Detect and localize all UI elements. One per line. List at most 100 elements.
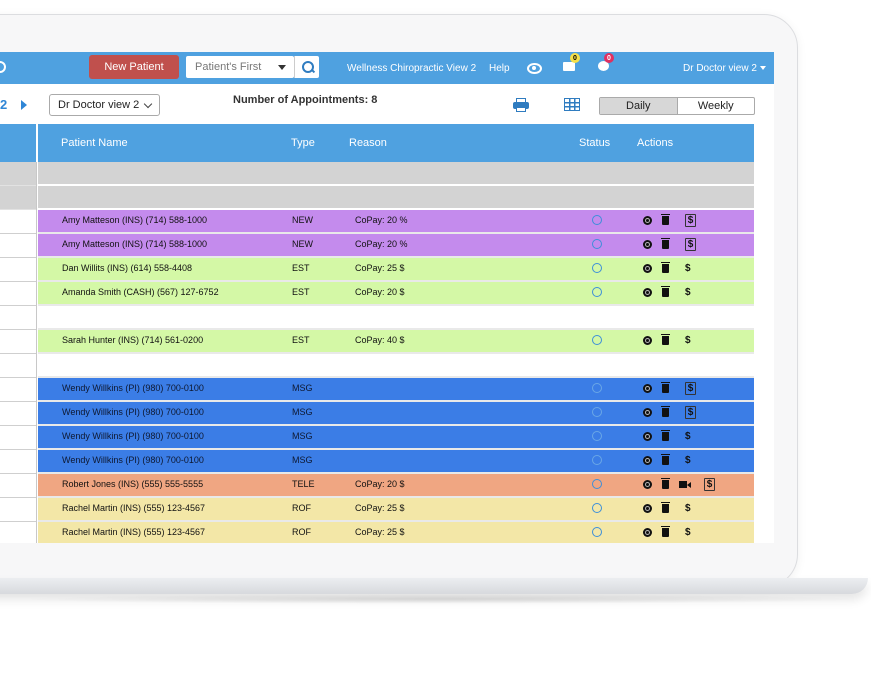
trash-icon[interactable]: [661, 381, 670, 393]
dollar-icon-cell: $: [685, 210, 696, 230]
table-row[interactable]: Rachel Martin (INS) (555) 123-4567 ROF CoP…: [38, 498, 754, 522]
patient-name[interactable]: Robert Jones (INS) (555) 555-5555: [62, 479, 204, 489]
dollar-icon[interactable]: $: [685, 334, 691, 346]
table-row: [38, 306, 754, 330]
caret-down-icon[interactable]: [278, 65, 286, 70]
header-reason[interactable]: Reason: [349, 137, 387, 149]
time-slot-divider: [0, 497, 36, 498]
dollar-icon[interactable]: $: [685, 454, 691, 466]
gear-icon[interactable]: [643, 503, 652, 513]
chat-icon[interactable]: [598, 61, 609, 71]
video-icon[interactable]: [679, 480, 691, 488]
status-circle-icon[interactable]: [592, 383, 602, 393]
patient-name[interactable]: Wendy Willkins (PI) (980) 700-0100: [62, 407, 204, 417]
table-row[interactable]: Dan Willits (INS) (614) 558-4408 EST CoPay…: [38, 258, 754, 282]
patient-name[interactable]: Wendy Willkins (PI) (980) 700-0100: [62, 455, 204, 465]
gear-icon[interactable]: [643, 239, 652, 249]
table-row[interactable]: Rachel Martin (INS) (555) 123-4567 ROF CoP…: [38, 522, 754, 543]
trash-icon[interactable]: [661, 333, 670, 345]
trash-icon[interactable]: [661, 405, 670, 417]
patient-name[interactable]: Amanda Smith (CASH) (567) 127-6752: [62, 287, 219, 297]
trash-icon[interactable]: [661, 501, 670, 513]
status-circle-icon[interactable]: [592, 503, 602, 513]
appointment-reason: CoPay: 20 $: [355, 479, 405, 489]
new-patient-button[interactable]: New Patient: [89, 55, 179, 79]
status-circle-icon[interactable]: [592, 407, 602, 417]
mail-icon[interactable]: [563, 62, 575, 71]
clinic-link[interactable]: Wellness Chiropractic View 2: [347, 62, 477, 74]
table-view-icon[interactable]: [564, 98, 580, 111]
dollar-icon[interactable]: $: [685, 262, 691, 274]
header-patient-name[interactable]: Patient Name: [61, 137, 128, 149]
table-row[interactable]: Wendy Willkins (PI) (980) 700-0100 MSG $: [38, 402, 754, 426]
patient-name[interactable]: Wendy Willkins (PI) (980) 700-0100: [62, 431, 204, 441]
trash-icon[interactable]: [661, 477, 670, 489]
status-circle-icon[interactable]: [592, 287, 602, 297]
dollar-icon[interactable]: $: [685, 405, 696, 419]
status-circle-icon[interactable]: [592, 455, 602, 465]
table-row[interactable]: Wendy Willkins (PI) (980) 700-0100 MSG $: [38, 378, 754, 402]
trash-icon[interactable]: [661, 213, 670, 225]
gear-icon[interactable]: [643, 263, 652, 273]
doctor-menu[interactable]: Dr Doctor view 2: [683, 52, 766, 84]
trash-icon[interactable]: [661, 453, 670, 465]
print-icon[interactable]: [513, 98, 529, 112]
dollar-icon[interactable]: $: [685, 526, 691, 538]
help-link[interactable]: Help: [489, 62, 510, 74]
patient-name[interactable]: Amy Matteson (INS) (714) 588-1000: [62, 215, 208, 225]
doctor-select[interactable]: Dr Doctor view 2: [49, 94, 160, 116]
dollar-icon[interactable]: $: [685, 502, 691, 514]
gear-icon[interactable]: [643, 479, 652, 489]
trash-icon[interactable]: [661, 237, 670, 249]
gear-icon[interactable]: [643, 335, 652, 345]
status-circle-icon[interactable]: [592, 527, 602, 537]
table-row[interactable]: Robert Jones (INS) (555) 555-5555 TELE CoP…: [38, 474, 754, 498]
table-row[interactable]: Amanda Smith (CASH) (567) 127-6752 EST CoP…: [38, 282, 754, 306]
daily-view-button[interactable]: Daily: [600, 98, 678, 114]
status-circle-icon[interactable]: [592, 215, 602, 225]
gear-icon[interactable]: [643, 455, 652, 465]
patient-name[interactable]: Dan Willits (INS) (614) 558-4408: [62, 263, 193, 273]
gear-icon[interactable]: [643, 407, 652, 417]
gear-icon[interactable]: [643, 383, 652, 393]
eye-icon[interactable]: [527, 63, 542, 74]
table-row[interactable]: Wendy Willkins (PI) (980) 700-0100 MSG $: [38, 426, 754, 450]
table-row[interactable]: Sarah Hunter (INS) (714) 561-0200 EST CoPa…: [38, 330, 754, 354]
status-circle-icon[interactable]: [592, 431, 602, 441]
table-row[interactable]: Amy Matteson (INS) (714) 588-1000 NEW CoPa…: [38, 210, 754, 234]
patient-name[interactable]: Rachel Martin (INS) (555) 123-4567: [62, 503, 206, 513]
status-circle-icon[interactable]: [592, 239, 602, 249]
trash-icon[interactable]: [661, 525, 670, 537]
dollar-icon[interactable]: $: [685, 237, 696, 251]
header-type[interactable]: Type: [291, 137, 315, 149]
dollar-icon[interactable]: $: [704, 477, 715, 491]
dollar-icon-cell: $: [685, 330, 691, 350]
gear-icon[interactable]: [643, 431, 652, 441]
weekly-view-button[interactable]: Weekly: [697, 100, 734, 112]
dollar-icon[interactable]: $: [685, 381, 696, 395]
patient-name[interactable]: Rachel Martin (INS) (555) 123-4567: [62, 527, 206, 537]
patient-name[interactable]: Wendy Willkins (PI) (980) 700-0100: [62, 383, 204, 393]
patient-search-input[interactable]: Patient's First: [186, 56, 294, 78]
view-toggle: Daily Weekly: [599, 97, 755, 115]
clock-icon[interactable]: [0, 61, 6, 73]
gear-icon[interactable]: [643, 527, 652, 537]
trash-icon[interactable]: [661, 429, 670, 441]
patient-name[interactable]: Amy Matteson (INS) (714) 588-1000: [62, 239, 208, 249]
dollar-icon[interactable]: $: [685, 213, 696, 227]
next-day-icon[interactable]: [21, 100, 27, 110]
gear-icon[interactable]: [643, 215, 652, 225]
search-button[interactable]: [294, 56, 319, 78]
trash-icon[interactable]: [661, 285, 670, 297]
dollar-icon[interactable]: $: [685, 430, 691, 442]
trash-icon[interactable]: [661, 261, 670, 273]
table-row[interactable]: Wendy Willkins (PI) (980) 700-0100 MSG $: [38, 450, 754, 474]
table-row[interactable]: Amy Matteson (INS) (714) 588-1000 NEW CoPa…: [38, 234, 754, 258]
status-circle-icon[interactable]: [592, 335, 602, 345]
header-status[interactable]: Status: [579, 137, 611, 149]
status-circle-icon[interactable]: [592, 479, 602, 489]
patient-name[interactable]: Sarah Hunter (INS) (714) 561-0200: [62, 335, 204, 345]
gear-icon[interactable]: [643, 287, 652, 297]
dollar-icon[interactable]: $: [685, 286, 691, 298]
status-circle-icon[interactable]: [592, 263, 602, 273]
